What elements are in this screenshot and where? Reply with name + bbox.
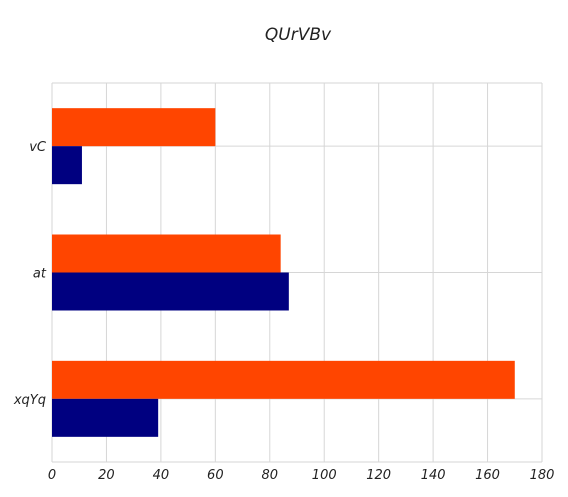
y-axis-categories: vC at xqYq bbox=[13, 140, 47, 408]
x-tick-label: 80 bbox=[262, 468, 279, 483]
x-tick-label: 180 bbox=[530, 468, 555, 483]
bar bbox=[52, 146, 82, 185]
category-label: at bbox=[33, 267, 47, 282]
x-tick-label: 120 bbox=[366, 468, 391, 483]
category-label: xqYq bbox=[13, 393, 46, 408]
x-tick-label: 60 bbox=[207, 468, 224, 483]
x-axis-ticks: 0 20 40 60 80 100 120 140 160 180 bbox=[48, 468, 555, 483]
x-tick-label: 160 bbox=[475, 468, 500, 483]
bar bbox=[52, 360, 515, 399]
bar bbox=[52, 108, 216, 147]
bar bbox=[52, 234, 281, 273]
bar bbox=[52, 272, 289, 311]
bars bbox=[52, 108, 515, 437]
x-tick-label: 100 bbox=[312, 468, 337, 483]
x-tick-label: 40 bbox=[153, 468, 170, 483]
x-tick-label: 140 bbox=[421, 468, 446, 483]
chart-title: QUrVBv bbox=[265, 25, 332, 45]
bar bbox=[52, 398, 159, 437]
x-tick-label: 0 bbox=[48, 468, 56, 483]
x-tick-label: 20 bbox=[98, 468, 115, 483]
category-label: vC bbox=[29, 140, 47, 155]
